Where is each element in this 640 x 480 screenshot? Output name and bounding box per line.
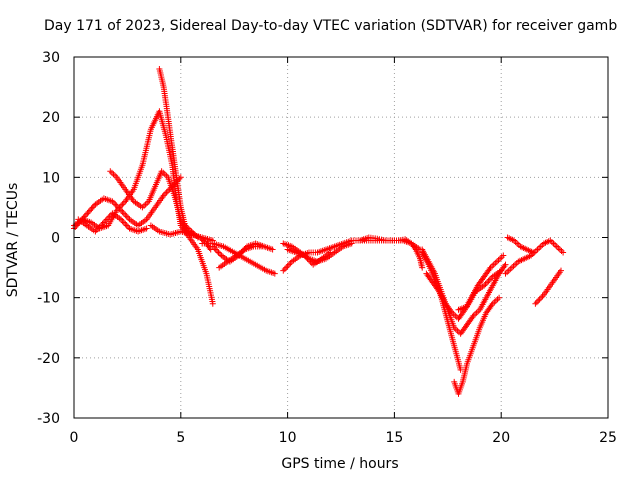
data-point: [538, 294, 545, 301]
data-point: [535, 297, 542, 304]
y-tick-label: 10: [42, 170, 60, 186]
data-point: [118, 207, 124, 214]
data-point: [122, 221, 129, 227]
data-point: [116, 205, 123, 212]
data-point: [484, 279, 490, 286]
data-point: [286, 261, 292, 268]
data-point: [558, 267, 564, 274]
data-point: [348, 240, 355, 247]
series-sat-i: [216, 243, 265, 271]
data-point: [269, 246, 276, 253]
data-point: [259, 243, 265, 250]
data-point: [482, 281, 489, 288]
series-sat-k: [280, 240, 355, 265]
data-point: [536, 296, 543, 303]
data-point: [177, 174, 184, 181]
data-point: [271, 270, 278, 277]
x-tick-label: 25: [599, 430, 617, 446]
series-sat-s: [455, 267, 505, 313]
series-sat-v: [532, 267, 564, 307]
data-point: [502, 261, 509, 268]
series-sat-l: [284, 246, 334, 268]
data-point: [496, 294, 503, 301]
y-tick-label: -30: [37, 411, 60, 427]
data-point: [112, 201, 119, 208]
series-sat-h: [199, 240, 278, 277]
series-sat-p: [419, 249, 464, 373]
chart-title: Day 171 of 2023, Sidereal Day-to-day VTE…: [44, 18, 618, 34]
y-tick-label: -20: [37, 351, 60, 367]
data-point: [217, 251, 223, 257]
series-sat-f: [147, 222, 216, 244]
series-sat-q: [451, 294, 503, 397]
data-point: [83, 211, 89, 218]
data-point: [560, 249, 567, 256]
data-point: [284, 263, 291, 270]
series-sat-o: [419, 246, 509, 337]
data-point: [120, 210, 127, 217]
data-point: [165, 187, 171, 194]
series-sat-t: [502, 237, 567, 277]
y-tick-label: 30: [42, 50, 60, 66]
x-tick-label: 10: [279, 430, 297, 446]
data-point: [120, 199, 127, 206]
data-point: [123, 213, 130, 220]
y-tick-label: -10: [37, 291, 60, 307]
data-point: [283, 264, 290, 271]
data-point: [122, 211, 129, 218]
data-point: [530, 249, 537, 256]
data-point: [215, 249, 222, 256]
y-tick-label: 20: [42, 110, 60, 126]
data-point: [287, 260, 294, 267]
data-point: [89, 204, 96, 211]
data-point: [209, 300, 216, 307]
data-point: [143, 225, 150, 232]
series-sat-e: [75, 210, 150, 235]
data-point: [123, 222, 130, 229]
data-point: [119, 208, 126, 215]
x-tick-label: 20: [492, 430, 510, 446]
data-point: [120, 219, 127, 226]
series-sat-u: [504, 234, 537, 256]
data-point: [500, 252, 507, 259]
x-tick-label: 0: [70, 430, 79, 446]
data-point: [419, 264, 426, 271]
data-point: [533, 299, 540, 306]
data-point: [485, 278, 492, 285]
data-point: [498, 267, 505, 274]
plot-frame: [73, 56, 609, 419]
data-point: [281, 266, 288, 273]
data-point: [119, 201, 126, 208]
series-sat-n: [395, 236, 426, 271]
data-point: [280, 267, 287, 274]
data-point: [532, 300, 539, 307]
data-point: [327, 249, 334, 256]
data-point: [163, 189, 170, 196]
data-point: [85, 208, 92, 215]
data-point: [125, 214, 132, 221]
x-tick-label: 15: [385, 430, 403, 446]
data-point: [214, 248, 221, 254]
data-point: [113, 202, 120, 209]
x-tick-label: 5: [176, 430, 185, 446]
y-tick-label: 0: [51, 231, 60, 247]
x-axis-label: GPS time / hours: [281, 456, 399, 472]
